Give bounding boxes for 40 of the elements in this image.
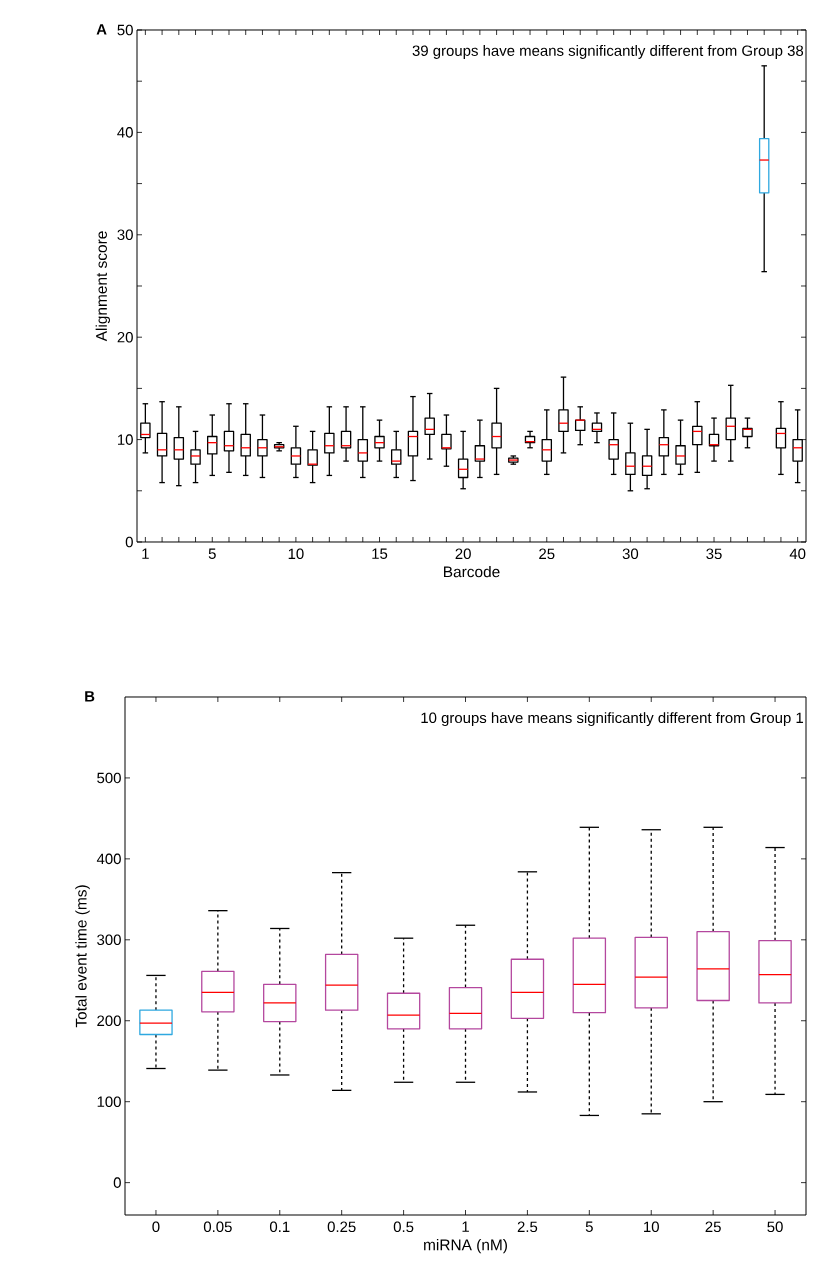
x-tick-label: 0.25	[327, 1221, 356, 1233]
y-tick-label: 10	[118, 434, 133, 445]
x-tick-label: 1	[462, 1221, 469, 1232]
x-tick-label: 20	[455, 548, 471, 560]
y-tick-label: 20	[117, 331, 133, 343]
x-tick-label: 0	[152, 1221, 160, 1233]
chart-title: B	[85, 691, 95, 702]
x-tick-label: 10	[288, 548, 304, 560]
x-tick-label: 0.1	[269, 1221, 290, 1233]
x-tick-label: 0.05	[203, 1221, 232, 1233]
y-tick-label: 500	[97, 772, 121, 784]
y-tick-label: 50	[117, 24, 133, 36]
y-tick-label: 300	[97, 934, 121, 946]
x-tick-label: 25	[705, 1221, 721, 1233]
x-tick-label: 0.5	[393, 1221, 414, 1233]
y-tick-label: 200	[97, 1015, 121, 1027]
x-tick-label: 1	[142, 548, 149, 559]
x-tick-label: 30	[622, 548, 639, 560]
x-tick-label: 35	[706, 548, 722, 560]
y-tick-label: 30	[117, 229, 133, 241]
y-axis-title: Total event time (ms)	[75, 885, 90, 1028]
x-axis-title: Barcode	[444, 565, 500, 578]
x-tick-label: 15	[372, 548, 388, 559]
x-tick-label: 50	[767, 1221, 783, 1233]
x-axis-title: miRNA (nM)	[424, 1238, 507, 1254]
x-tick-label: 5	[585, 1221, 593, 1232]
x-tick-label: 5	[208, 548, 216, 559]
y-tick-label: 0	[113, 1177, 121, 1188]
y-tick-label: 0	[125, 536, 133, 548]
y-tick-label: 100	[97, 1096, 121, 1107]
x-tick-label: 40	[789, 548, 806, 560]
annotation: 39 groups have means significantly different from Group 38	[412, 44, 804, 59]
x-tick-label: 25	[539, 548, 555, 560]
x-tick-label: 2.5	[517, 1221, 538, 1233]
y-axis-title: Alignment score	[95, 231, 111, 342]
annotation: 10 groups have means significantly different from Group 1	[421, 712, 804, 727]
chart-title: A	[96, 24, 107, 35]
x-tick-label: 10	[644, 1221, 659, 1233]
y-tick-label: 400	[96, 853, 121, 865]
y-tick-label: 40	[117, 127, 133, 138]
